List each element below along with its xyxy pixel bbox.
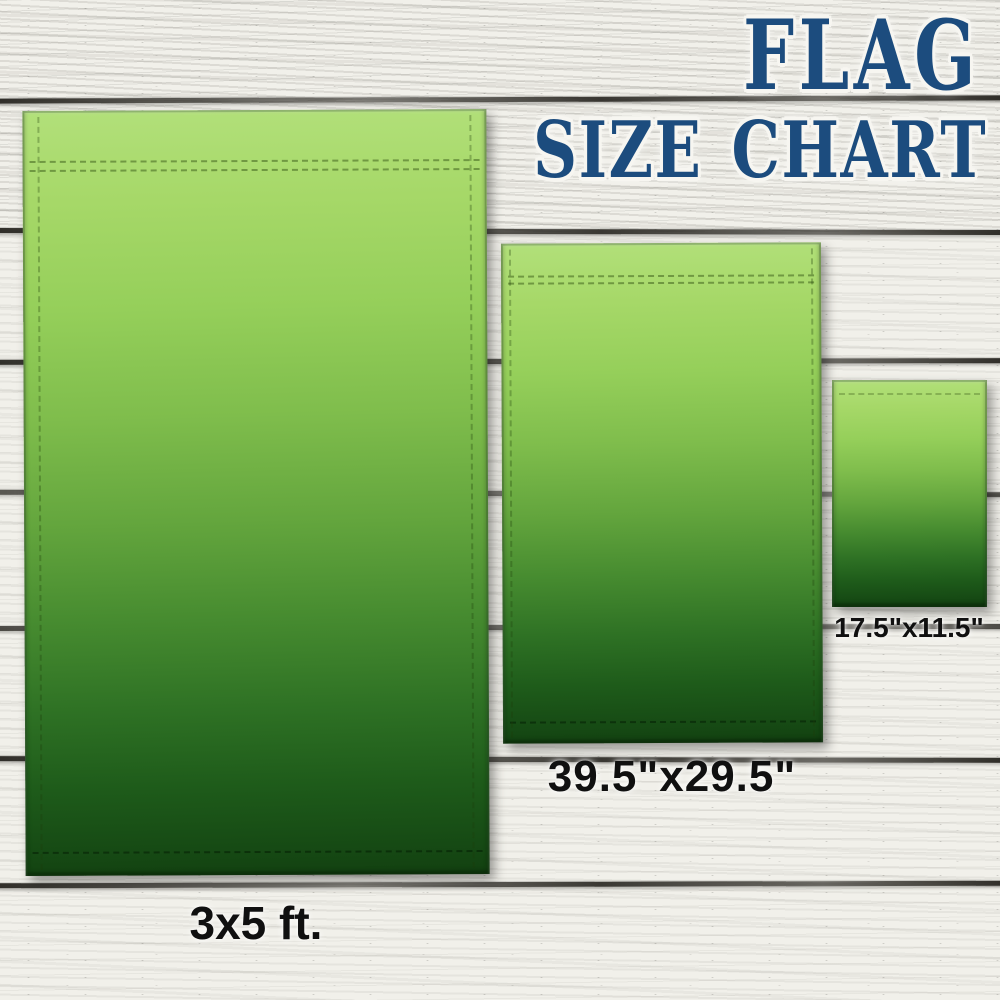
stitch-line-vertical — [508, 249, 514, 738]
stitch-line-horizontal — [509, 720, 817, 724]
wood-plank — [0, 0, 1000, 100]
large-flag-size-label: 3x5 ft. — [189, 897, 323, 949]
wood-plank — [0, 885, 1000, 1000]
stitch-line-horizontal — [29, 168, 480, 172]
title-flag: FLAG — [742, 0, 980, 112]
stitch-line-horizontal — [32, 850, 483, 854]
small-flag-size-label: 17.5"x11.5" — [834, 612, 984, 643]
stitch-line-vertical — [37, 116, 43, 870]
medium-flag — [500, 242, 824, 744]
stitch-line-horizontal — [508, 274, 815, 278]
large-flag — [22, 108, 490, 877]
medium-flag-size-label: 39.5"x29.5" — [547, 752, 797, 801]
small-flag — [832, 380, 987, 607]
stitch-line-vertical — [469, 115, 475, 869]
stitch-line-vertical — [810, 248, 816, 737]
stitch-line-horizontal — [508, 281, 815, 285]
stitch-line-horizontal — [29, 159, 480, 163]
stitch-line-horizontal — [839, 393, 980, 395]
title-size-chart: SIZE CHART — [532, 105, 987, 196]
